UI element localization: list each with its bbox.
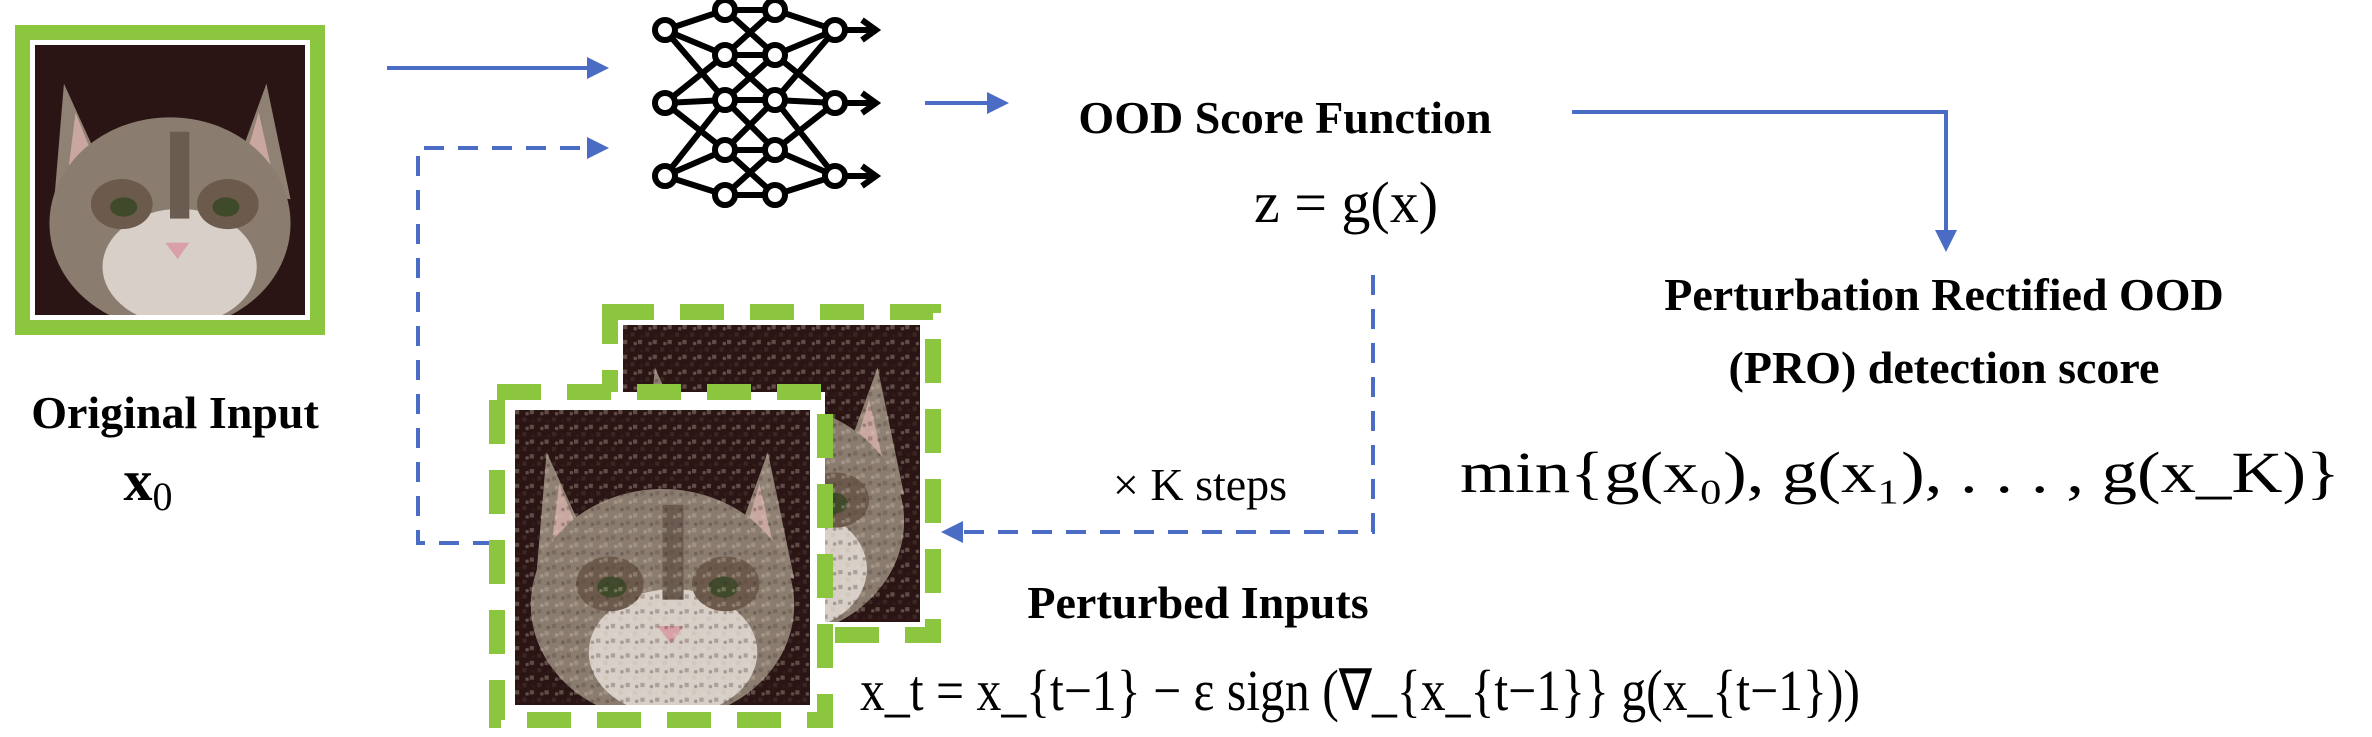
perturbed-cat-image-front	[515, 410, 810, 705]
pro-title-line2: (PRO) detection score	[1729, 342, 2160, 393]
original-input-symbol: x0	[124, 448, 173, 519]
cat-image	[35, 45, 305, 315]
pro-title-line1: Perturbation Rectified OOD	[1664, 269, 2224, 320]
arrow-perturbed-to-network	[416, 137, 609, 545]
arrow-score-to-perturbed	[941, 275, 1375, 543]
ood-score-function-label: OOD Score Function	[1078, 92, 1491, 143]
update-rule: x_t = x_{t−1} − ε sign (∇_{x_{t−1}} g(x_…	[860, 658, 1860, 723]
perturbed-input-front	[489, 384, 833, 728]
pro-formula: min{g(x₀), g(x₁), . . . , g(x_K)}	[1460, 440, 2340, 505]
score-equation: z = g(x)	[1254, 170, 1438, 235]
perturbed-inputs	[489, 304, 941, 728]
original-input	[15, 25, 325, 335]
perturbed-inputs-label: Perturbed Inputs	[1027, 577, 1368, 628]
arrow-score-to-pro	[1572, 110, 1957, 252]
neural-network-icon	[652, 0, 882, 208]
original-input-label: Original Input	[31, 387, 319, 438]
perturbed-frame-front	[489, 384, 833, 728]
steps-label: × K steps	[1113, 459, 1287, 510]
